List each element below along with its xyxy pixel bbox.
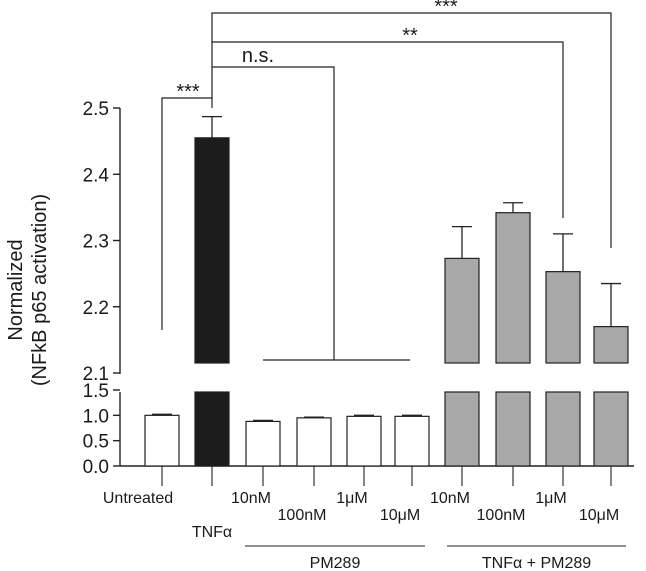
significance-brackets: ***n.s.***** <box>161 0 612 361</box>
bar-lower-segment <box>495 391 531 467</box>
significance-label: ** <box>402 25 418 47</box>
y-axis-label-line-2: (NFkB p65 activation) <box>29 194 51 386</box>
group-label: TNFα + PM289 <box>482 555 591 571</box>
bar <box>194 137 230 364</box>
bar-lower-segment <box>194 391 230 467</box>
y-tick-label: 2.5 <box>83 99 109 120</box>
x-tick-label: TNFα <box>192 524 232 541</box>
significance-label: *** <box>176 81 200 103</box>
y-tick-label: 2.4 <box>83 165 110 186</box>
bar <box>545 271 581 364</box>
x-tick-label: 1μM <box>535 490 566 507</box>
bar-lower-segment <box>593 391 629 467</box>
y-tick-label: 0.0 <box>83 457 109 478</box>
bar-lower-segment <box>444 391 480 467</box>
x-tick-label: 100nM <box>278 507 327 524</box>
y-tick-label: 0.5 <box>83 432 109 453</box>
bar <box>144 414 180 467</box>
x-tick-label: 10nM <box>231 490 271 507</box>
group-labels: PM289 TNFα + PM289 <box>245 545 626 571</box>
bracket-tnfa-pm289 <box>211 66 335 360</box>
y-tick-label: 1.0 <box>83 406 109 427</box>
bar <box>346 415 382 467</box>
bracket-tnfa-10um <box>211 12 612 248</box>
y-axis-label: Normalized (NFkB p65 activation) <box>5 194 51 386</box>
x-tick-label: 10nM <box>430 490 470 507</box>
y-axis-label-line-1: Normalized <box>5 239 27 340</box>
x-tick-label: 10μM <box>380 507 420 524</box>
x-tick-label: 100nM <box>477 507 526 524</box>
bar-lower-segment <box>545 391 581 467</box>
bars <box>144 115 629 486</box>
bar <box>444 257 480 364</box>
bracket-tnfa-1um <box>211 41 564 218</box>
bar <box>593 326 629 364</box>
x-tick-label: 1μM <box>336 490 367 507</box>
y-tick-label: 2.2 <box>83 298 109 319</box>
x-tick-label: Untreated <box>103 490 173 507</box>
y-tick-label: 2.3 <box>83 232 109 253</box>
bar <box>245 420 281 467</box>
x-tick-labels: Untreated TNFα 10nM 100nM 1μM 10μM 10nM 100nM 1μ… <box>103 490 619 541</box>
group-label: PM289 <box>310 555 361 571</box>
significance-label: n.s. <box>242 45 274 67</box>
y-tick-label: 1.5 <box>83 381 109 402</box>
bar <box>394 415 430 467</box>
bar <box>495 212 531 364</box>
significance-label: *** <box>434 0 458 18</box>
y-tick-label: 2.1 <box>83 364 109 385</box>
bracket-untreated-tnfa <box>161 97 213 330</box>
x-tick-label: 10μM <box>579 507 619 524</box>
bar <box>296 417 332 467</box>
